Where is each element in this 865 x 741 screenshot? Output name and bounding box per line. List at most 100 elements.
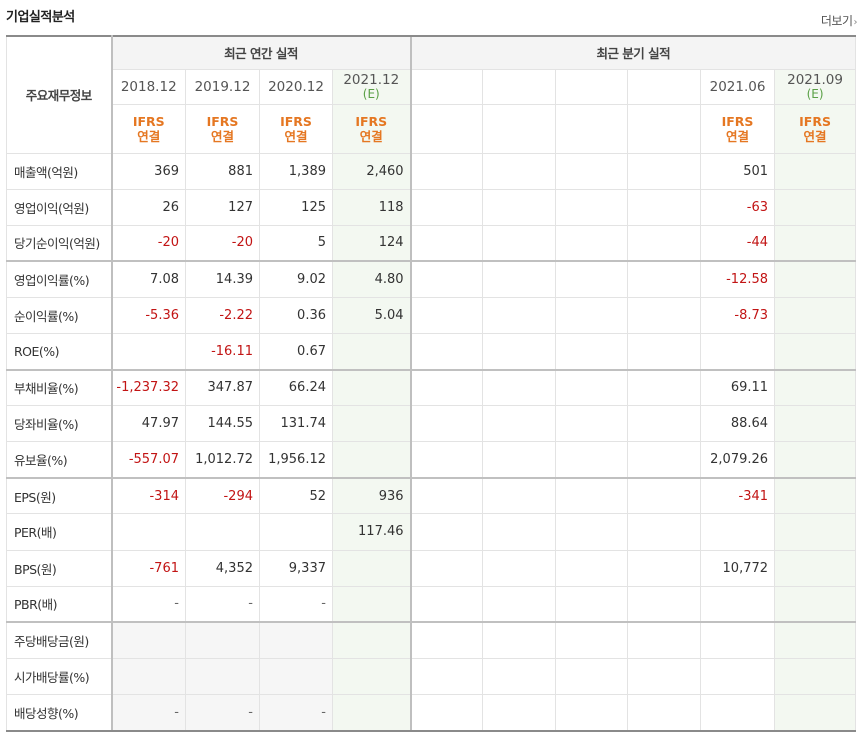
table-cell (409, 224, 484, 262)
table-cell (555, 332, 629, 371)
table-cell (555, 368, 629, 407)
table-cell (555, 657, 629, 695)
row-label: PBR(배) (6, 585, 113, 623)
consolidated-label: 연결 (284, 128, 308, 144)
period-header: 2020.12 (259, 68, 333, 105)
table-row: PER(배) 117.46 (6, 513, 857, 551)
accounting-standard (482, 103, 557, 154)
consolidated-label: 연결 (210, 128, 234, 144)
table-cell (185, 621, 260, 659)
table-cell: - (185, 585, 260, 623)
table-cell (627, 513, 702, 551)
table-cell (111, 621, 186, 659)
table-cell (700, 693, 776, 732)
table-cell (331, 368, 412, 407)
table-cell: -557.07 (111, 441, 186, 479)
consolidated-label: 연결 (803, 128, 827, 144)
table-cell (482, 513, 557, 551)
table-cell (774, 441, 857, 479)
table-cell: -20 (185, 224, 260, 262)
table-cell: 124 (331, 224, 412, 262)
table-cell (259, 657, 333, 695)
consolidated-label: 연결 (137, 128, 161, 144)
table-cell (331, 441, 412, 479)
ifrs-label: IFRS (721, 113, 754, 129)
table-cell: 26 (111, 188, 186, 226)
accounting-standard: IFRS 연결 (331, 103, 412, 154)
table-cell (555, 152, 629, 190)
table-cell (331, 332, 412, 371)
table-row: 영업이익률(%) 7.08 14.39 9.02 4.80 -12.58 (6, 260, 857, 298)
row-label: 순이익률(%) (6, 296, 113, 334)
table-cell (409, 621, 484, 659)
table-cell (555, 476, 629, 515)
ifrs-label: IFRS (132, 113, 165, 129)
row-label: 배당성향(%) (6, 693, 113, 732)
table-cell (331, 621, 412, 659)
table-cell (774, 585, 857, 623)
table-cell (627, 621, 702, 659)
table-cell (409, 332, 484, 371)
table-cell (482, 224, 557, 262)
table-cell: 0.36 (259, 296, 333, 334)
table-cell (555, 224, 629, 262)
accounting-standard: IFRS 연결 (185, 103, 260, 154)
table-row: EPS(원) -314 -294 52 936 -341 (6, 476, 857, 515)
table-cell: 10,772 (700, 549, 776, 587)
table-cell (482, 332, 557, 371)
ifrs-label: IFRS (280, 113, 312, 129)
table-cell (627, 405, 702, 443)
table-cell: 501 (700, 152, 776, 190)
table-cell (555, 513, 629, 551)
table-cell (409, 296, 484, 334)
more-link[interactable]: 더보기› (821, 12, 858, 29)
table-cell: -314 (111, 476, 186, 515)
table-cell (111, 657, 186, 695)
table-cell: 369 (111, 152, 186, 190)
table-cell (482, 188, 557, 226)
table-cell (627, 224, 702, 262)
table-cell (774, 476, 857, 515)
table-cell (331, 657, 412, 695)
table-cell: 4,352 (185, 549, 260, 587)
table-cell: 7.08 (111, 260, 186, 298)
table-cell (627, 368, 702, 407)
financial-table: 주요재무정보 최근 연간 실적 최근 분기 실적 2018.12 2019.12 2… (6, 35, 857, 732)
period-label: 2019.12 (194, 78, 251, 95)
table-cell (700, 332, 776, 371)
table-cell (482, 368, 557, 407)
row-label: 유보율(%) (6, 441, 113, 479)
table-cell: -44 (700, 224, 776, 262)
table-cell (409, 152, 484, 190)
table-cell (409, 368, 484, 407)
table-cell: -12.58 (700, 260, 776, 298)
table-cell: 881 (185, 152, 260, 190)
table-row: 당좌비율(%) 47.97 144.55 131.74 88.64 (6, 405, 857, 443)
period-header (555, 68, 629, 105)
accounting-standard (555, 103, 629, 154)
table-cell (482, 296, 557, 334)
table-cell (409, 549, 484, 587)
table-cell: - (259, 693, 333, 732)
period-label: 2018.12 (120, 78, 177, 95)
table-cell (774, 368, 857, 407)
table-cell: 936 (331, 476, 412, 515)
table-cell (185, 657, 260, 695)
table-cell (482, 693, 557, 732)
table-cell (627, 585, 702, 623)
table-cell (185, 513, 260, 551)
table-cell (482, 476, 557, 515)
table-cell (259, 513, 333, 551)
table-cell (555, 621, 629, 659)
label-column-header: 주요재무정보 (6, 35, 113, 154)
row-label: 당기순이익(억원) (6, 224, 113, 262)
period-header (482, 68, 557, 105)
accounting-standard: IFRS 연결 (700, 103, 776, 154)
table-cell (627, 152, 702, 190)
table-cell: -2.22 (185, 296, 260, 334)
table-cell (555, 693, 629, 732)
table-cell (409, 693, 484, 732)
row-label: ROE(%) (6, 332, 113, 371)
table-cell (482, 621, 557, 659)
table-cell (627, 476, 702, 515)
